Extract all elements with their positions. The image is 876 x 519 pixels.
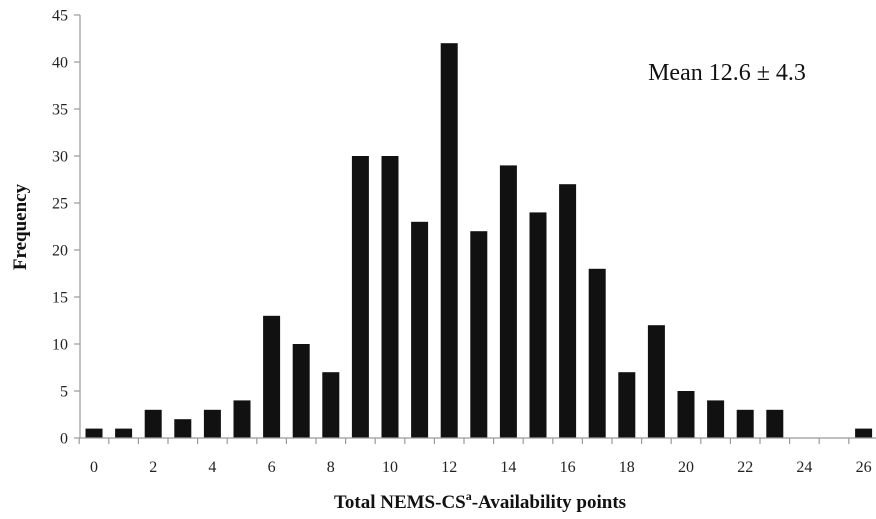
- x-axis-title-superscript: a: [466, 489, 472, 503]
- y-tick-label: 20: [52, 243, 68, 260]
- y-tick-labels: 0 5 10 15 20 25 30 35 40 45: [52, 8, 68, 448]
- y-tick-label: 5: [60, 384, 68, 401]
- bar: [470, 231, 488, 438]
- x-tick-label: 24: [796, 459, 812, 476]
- bars-group: [85, 43, 873, 438]
- bar: [677, 391, 695, 438]
- bar: [322, 372, 340, 438]
- bar: [647, 325, 665, 438]
- y-tick-label: 40: [52, 55, 68, 72]
- x-tick-label: 10: [382, 459, 398, 476]
- x-tick-label: 18: [619, 459, 635, 476]
- bar: [381, 156, 399, 438]
- x-axis-title-tail: -Availability points: [472, 492, 626, 513]
- x-tick-label: 20: [678, 459, 694, 476]
- bar: [203, 409, 221, 438]
- bar: [115, 428, 133, 438]
- bar: [440, 43, 458, 438]
- bar: [588, 268, 606, 438]
- x-tick-label: 12: [441, 459, 457, 476]
- bar: [144, 409, 162, 438]
- x-tick-label: 22: [737, 459, 753, 476]
- bar: [529, 212, 547, 438]
- bar: [351, 156, 369, 438]
- bar: [499, 165, 517, 438]
- bar: [618, 372, 636, 438]
- x-axis-title-main: Total NEMS-CS: [334, 492, 466, 513]
- y-axis-title: Frequency: [10, 183, 31, 270]
- y-tick-label: 0: [60, 431, 68, 448]
- bar: [766, 409, 784, 438]
- y-tick-label: 45: [52, 8, 68, 25]
- axes-group: [74, 14, 876, 444]
- x-tick-label: 14: [500, 459, 516, 476]
- x-tick-label: 16: [560, 459, 576, 476]
- bar: [292, 344, 310, 438]
- x-tick-label: 0: [90, 459, 98, 476]
- x-tick-label: 2: [149, 459, 157, 476]
- x-tick-label: 4: [208, 459, 216, 476]
- bar: [855, 428, 873, 438]
- y-tick-label: 30: [52, 149, 68, 166]
- y-tick-label: 10: [52, 337, 68, 354]
- bar: [707, 400, 725, 438]
- bar: [559, 184, 577, 438]
- bar: [233, 400, 251, 438]
- x-tick-label: 26: [856, 459, 872, 476]
- mean-annotation: Mean 12.6 ± 4.3: [648, 60, 806, 86]
- y-tick-label: 35: [52, 102, 68, 119]
- y-tick-label: 25: [52, 196, 68, 213]
- bar: [263, 315, 281, 438]
- bar: [736, 409, 754, 438]
- bar: [174, 419, 192, 438]
- x-tick-label: 6: [268, 459, 276, 476]
- y-tick-label: 15: [52, 290, 68, 307]
- bar: [85, 428, 103, 438]
- bar: [411, 221, 429, 438]
- x-tick-label: 8: [327, 459, 335, 476]
- x-axis-title: Total NEMS-CSa-Availability points: [334, 489, 626, 513]
- x-tick-labels: 0 2 4 6 8 10 12 14 16 18 20 22 24 26: [90, 459, 872, 476]
